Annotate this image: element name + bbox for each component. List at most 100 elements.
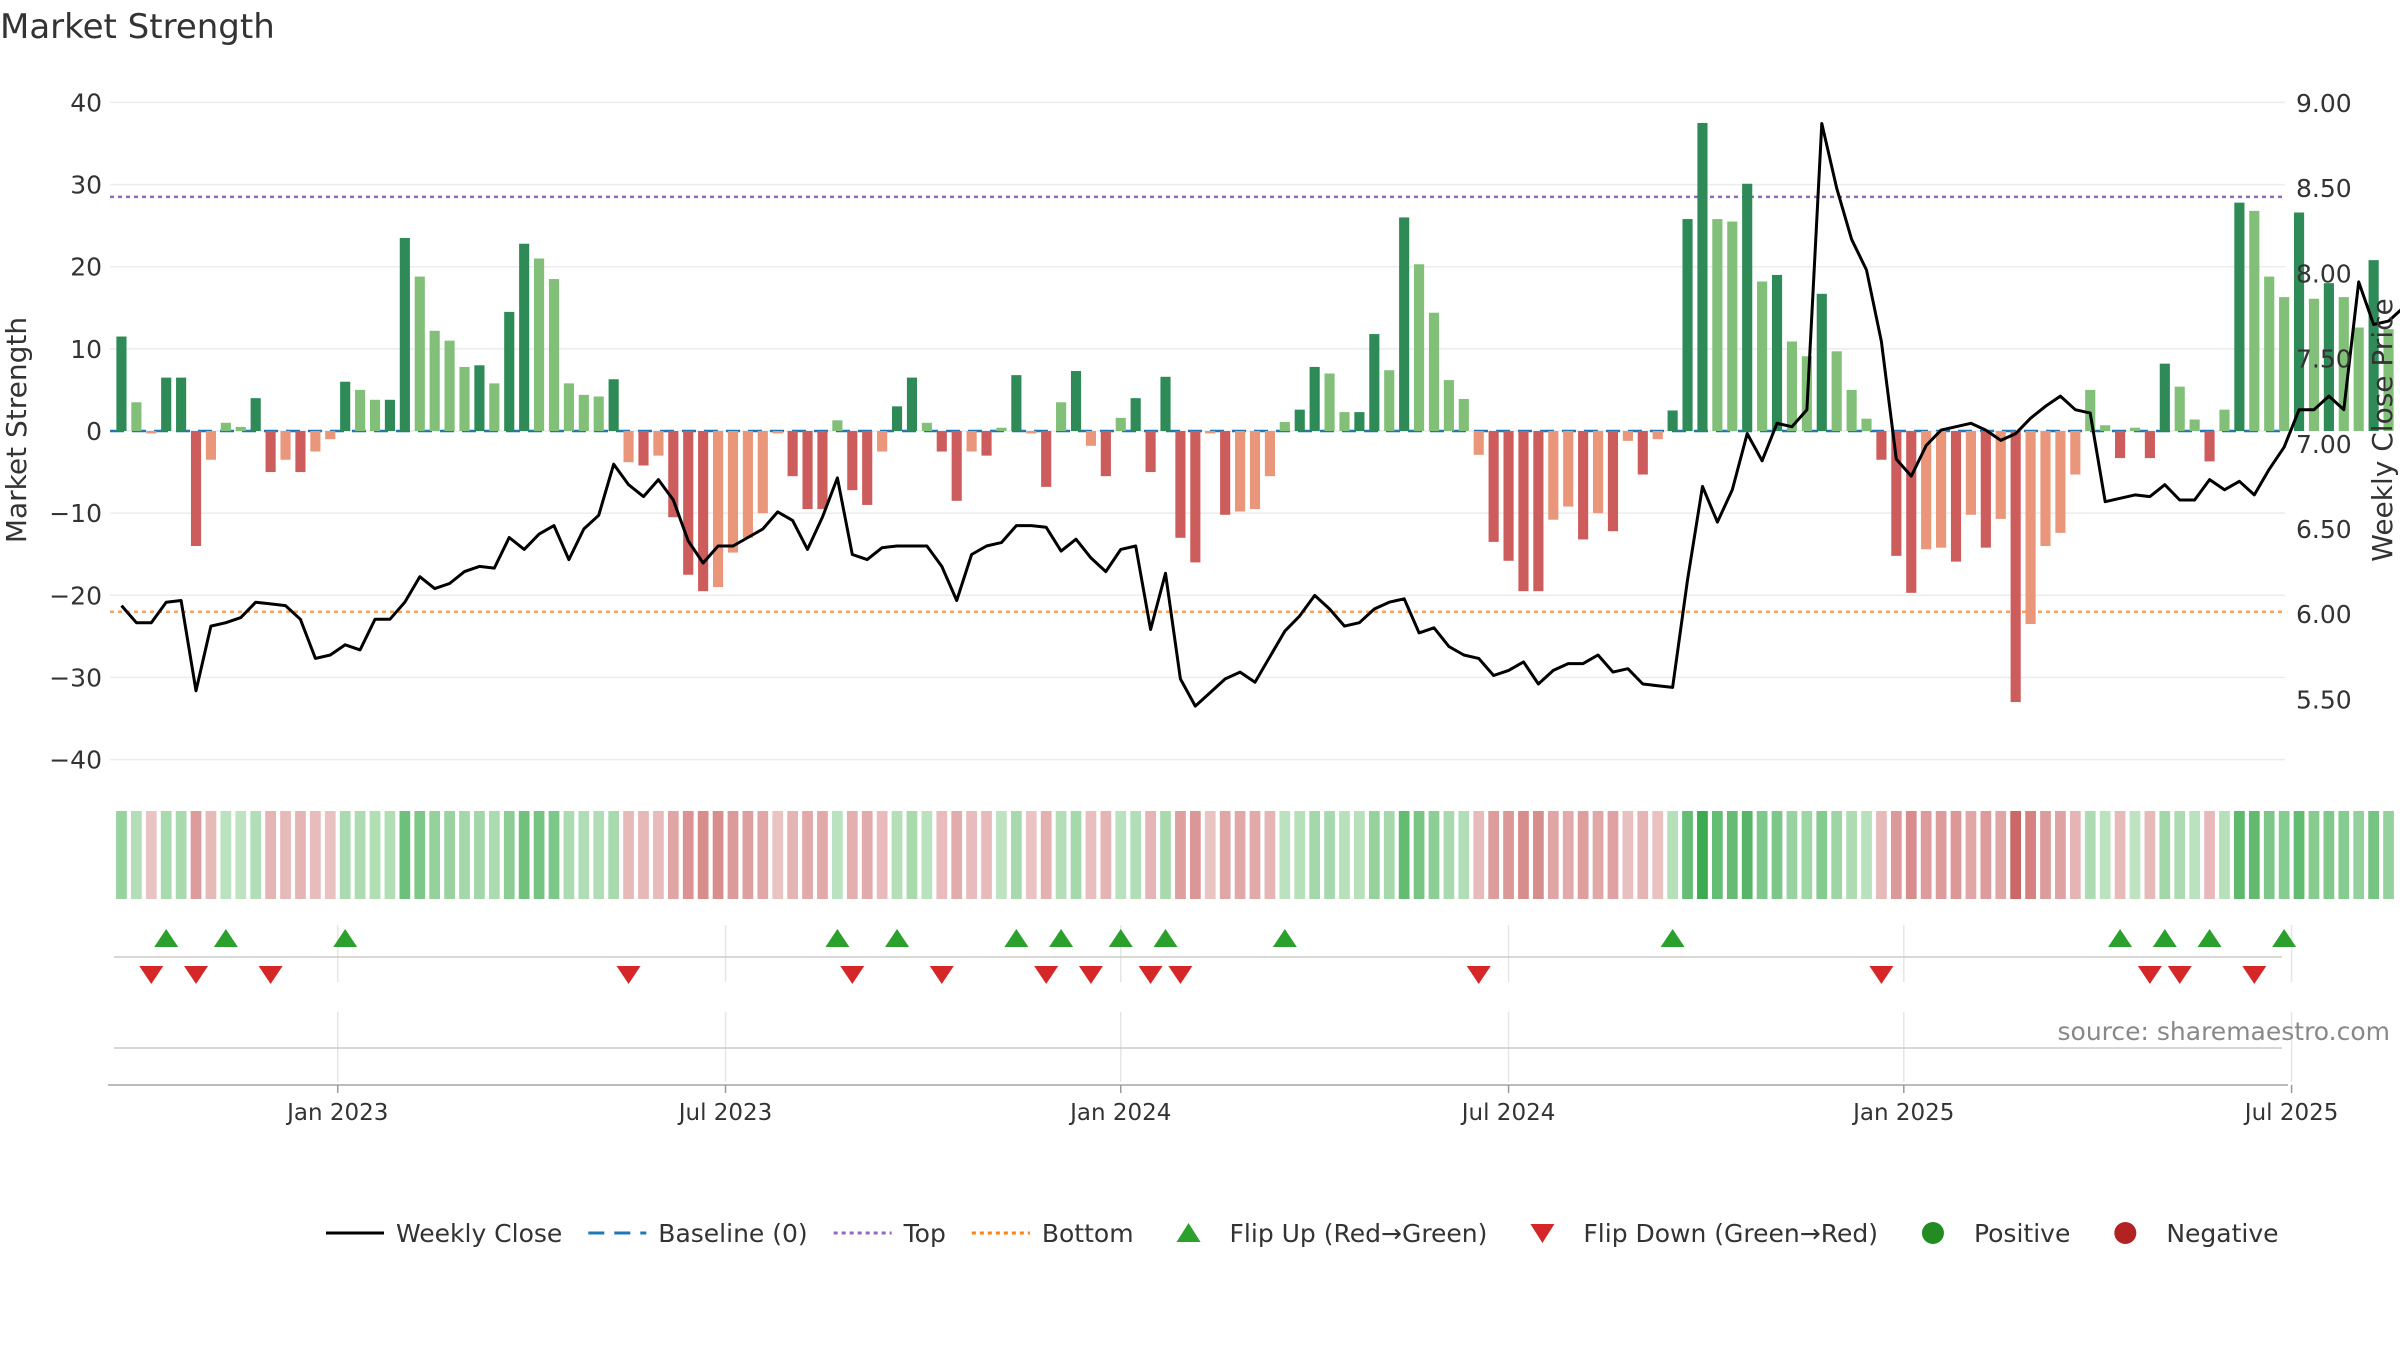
heat-cell-51 [876, 811, 888, 899]
strength-bar-25 [489, 383, 500, 431]
strength-bar-35 [638, 431, 649, 466]
strength-bar-97 [1563, 431, 1574, 507]
flip-down-marker-2 [258, 966, 283, 984]
strength-bar-3 [161, 377, 172, 431]
heat-cell-107 [1711, 811, 1723, 899]
flip-down-marker-0 [139, 966, 164, 984]
strength-bar-127 [2010, 431, 2021, 703]
strength-bar-114 [1816, 293, 1827, 431]
flip-up-marker-3 [825, 929, 850, 947]
heat-cell-152 [2383, 811, 2394, 899]
heat-cell-139 [2189, 811, 2201, 899]
flip-down-marker-4 [840, 966, 865, 984]
heat-cell-98 [1577, 811, 1589, 899]
strength-bar-112 [1786, 341, 1798, 431]
heat-cell-36 [653, 811, 664, 899]
heat-cell-39 [697, 811, 709, 899]
heat-cell-91 [1473, 811, 1485, 899]
strength-bar-94 [1518, 431, 1529, 592]
strength-bar-56 [951, 431, 962, 501]
strength-bar-27 [519, 243, 530, 431]
heat-cell-93 [1503, 811, 1514, 899]
strength-bar-118 [1876, 431, 1887, 460]
strength-bar-2 [146, 431, 157, 434]
strength-bar-7 [220, 422, 231, 431]
strength-bar-43 [757, 431, 768, 514]
strength-bar-32 [593, 396, 604, 431]
heat-cell-130 [2055, 811, 2066, 899]
heat-cell-134 [2114, 811, 2126, 899]
strength-bar-90 [1458, 398, 1469, 431]
heat-cell-35 [638, 811, 649, 899]
strength-bar-28 [534, 258, 545, 431]
strength-bar-8 [235, 426, 246, 431]
legend-item-4: Flip Up (Red→Green) [1176, 1219, 1487, 1248]
strength-bar-102 [1637, 431, 1648, 475]
strength-bar-44 [772, 431, 783, 434]
strength-bar-18 [384, 399, 395, 431]
heat-cell-150 [2353, 811, 2365, 899]
heat-cell-1 [131, 811, 142, 899]
legend-item-3: Bottom [971, 1219, 1134, 1248]
heat-cell-44 [772, 811, 784, 899]
heat-cell-143 [2248, 811, 2260, 899]
heat-cell-88 [1428, 811, 1440, 899]
heat-cell-113 [1801, 811, 1813, 899]
heat-cell-13 [309, 811, 321, 899]
strength-bar-123 [1950, 431, 1962, 562]
heat-cell-32 [593, 811, 605, 899]
heat-cell-132 [2084, 811, 2096, 899]
strength-bar-15 [340, 381, 351, 431]
x-tick-label-3: Jul 2024 [1460, 1100, 1556, 1126]
strength-bar-48 [832, 420, 843, 431]
heat-cell-49 [846, 811, 858, 899]
flip-down-marker-12 [2137, 966, 2162, 984]
right-axis: 9.00 8.50 8.00 7.50 7.00 6.50 6.00 5.50 [2296, 89, 2352, 714]
heat-cell-84 [1368, 811, 1380, 899]
strength-bar-34 [623, 431, 634, 463]
heat-cell-42 [742, 811, 754, 899]
x-tick-label-1: Jul 2023 [677, 1100, 773, 1126]
heat-cell-53 [906, 811, 918, 899]
flip-down-marker-3 [616, 966, 641, 984]
right-tick-label-2: 8.00 [2296, 259, 2352, 288]
heat-cell-14 [324, 811, 336, 899]
heat-cell-102 [1637, 811, 1649, 899]
strength-bar-116 [1846, 389, 1857, 431]
heat-cell-47 [817, 811, 828, 899]
heat-cell-87 [1413, 811, 1425, 899]
heat-cell-122 [1935, 811, 1947, 899]
heat-cell-64 [1070, 811, 1082, 899]
x-tick-label-2: Jan 2024 [1068, 1100, 1171, 1126]
strength-bar-133 [2100, 425, 2111, 431]
strength-bar-47 [817, 431, 828, 510]
flip-up-marker-14 [2272, 929, 2297, 947]
strength-bar-129 [2040, 431, 2051, 546]
strength-bar-117 [1861, 418, 1872, 431]
heat-cell-128 [2025, 811, 2036, 899]
strength-bar-62 [1041, 431, 1052, 487]
right-axis-label: Weekly Close Price [2366, 298, 2399, 561]
heat-cell-15 [339, 811, 351, 899]
strength-bar-98 [1578, 431, 1589, 540]
heat-cell-17 [369, 811, 381, 899]
right-tick-label-6: 6.00 [2296, 600, 2352, 629]
heat-cell-83 [1354, 811, 1365, 899]
legend-swatch-4 [1176, 1223, 1201, 1242]
flip-down-marker-6 [1034, 966, 1059, 984]
strength-bar-54 [921, 422, 932, 431]
strength-bar-33 [608, 379, 619, 431]
strength-bar-151 [2368, 260, 2379, 431]
flip-down-marker-14 [2242, 966, 2267, 984]
heat-cell-68 [1130, 811, 1142, 899]
strength-bar-31 [578, 394, 589, 431]
strength-bar-142 [2234, 202, 2245, 431]
heat-cell-41 [727, 811, 739, 899]
legend-item-6: Positive [1921, 1219, 2070, 1248]
flip-up-marker-2 [333, 929, 358, 947]
heat-cell-48 [832, 811, 843, 899]
strength-bar-73 [1205, 431, 1216, 434]
heat-cell-99 [1592, 811, 1604, 899]
strength-bar-26 [504, 311, 515, 431]
strength-bar-5 [190, 431, 202, 546]
